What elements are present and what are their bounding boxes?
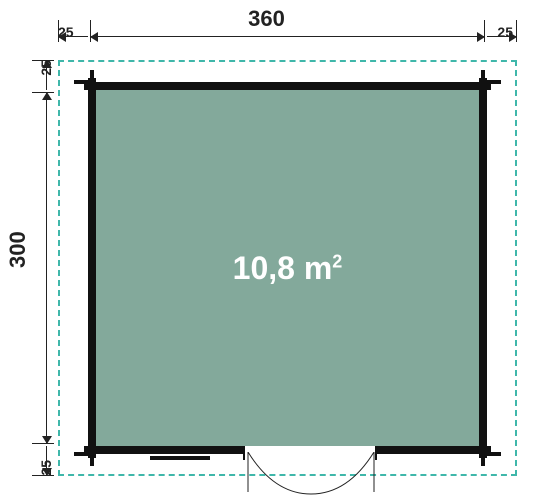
dim-line-left-main: [46, 92, 47, 444]
dim-tick: [484, 20, 485, 42]
dim-line-top-offset-right: [487, 36, 517, 37]
log-end: [90, 70, 94, 86]
dim-line-left-offset-top: [46, 60, 47, 90]
area-unit-base: m: [304, 250, 332, 286]
wall-top: [84, 82, 491, 90]
log-end: [74, 452, 90, 456]
window-marker: [150, 456, 210, 460]
dim-line-top-main: [90, 36, 485, 37]
log-end: [481, 450, 485, 466]
dim-tick: [32, 475, 54, 476]
floor-area: 10,8 m2: [96, 90, 479, 446]
dim-tick: [32, 443, 54, 444]
dim-tick: [516, 20, 517, 42]
dim-tick: [32, 60, 54, 61]
log-end: [90, 450, 94, 466]
area-value: 10,8: [233, 250, 295, 286]
log-end: [481, 70, 485, 86]
door-swing-icon: [244, 452, 378, 496]
dimension-width-main: 360: [0, 6, 533, 32]
wall-right: [479, 78, 487, 458]
area-label: 10,8 m2: [233, 250, 343, 287]
dim-tick: [32, 92, 54, 93]
dim-line-left-offset-bot: [46, 446, 47, 476]
log-end: [74, 80, 90, 84]
dim-tick: [58, 20, 59, 42]
log-end: [485, 452, 501, 456]
dim-line-top-offset-left: [58, 36, 88, 37]
dimension-height-main: 300: [0, 0, 36, 500]
area-unit-power: 2: [332, 251, 342, 271]
floorplan-canvas: 360 25 25 300 25 25 10,8 m2: [0, 0, 533, 500]
dim-tick: [90, 20, 91, 42]
log-end: [485, 80, 501, 84]
wall-left: [88, 78, 96, 458]
